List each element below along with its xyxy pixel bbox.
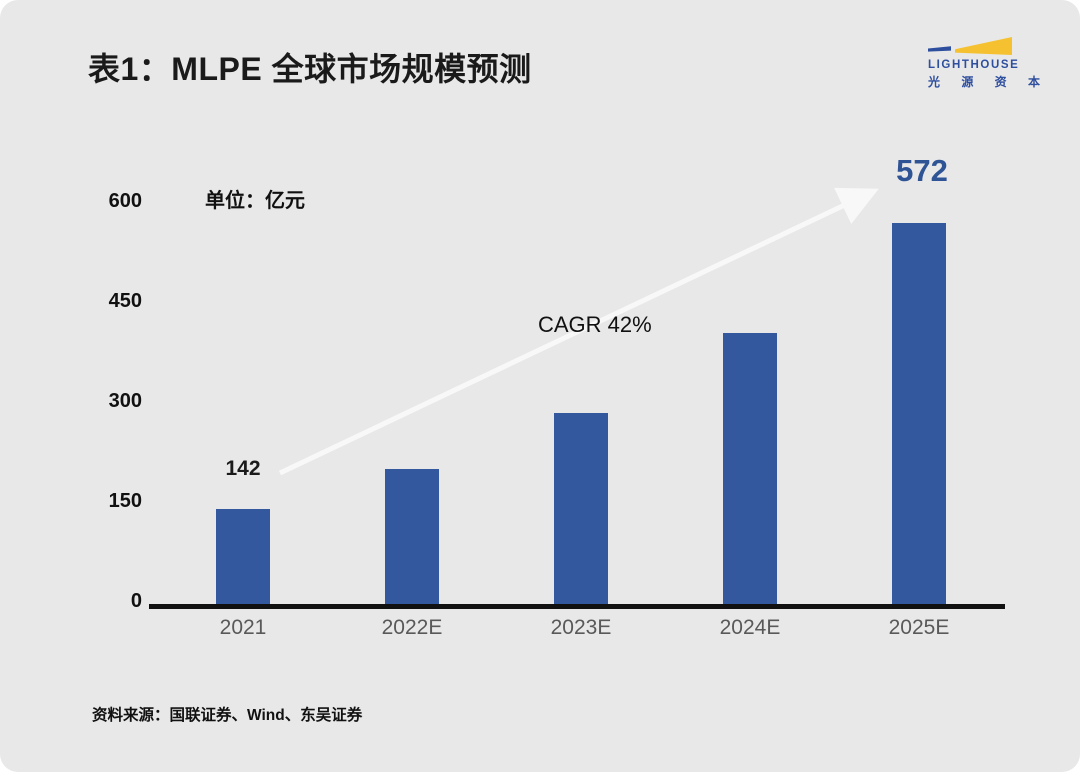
bar-2025E (892, 222, 946, 604)
y-tick-label: 600 (108, 190, 142, 212)
source-note: 资料来源：国联证券、Wind、东吴证券 (92, 707, 363, 724)
bar-2023E (554, 413, 608, 604)
lighthouse-logo: LIGHTHOUSE 光 源 资 本 (928, 36, 1040, 90)
y-tick-label: 0 (130, 590, 142, 612)
logo-wordmark: LIGHTHOUSE (928, 59, 1020, 71)
x-tick-label: 2022E (381, 616, 443, 639)
x-tick-label: 2024E (719, 616, 781, 639)
x-tick-label: 2025E (888, 616, 950, 639)
data-label-2021: 142 (225, 457, 261, 481)
logo-cn-wordmark: 光 源 资 本 (928, 75, 1050, 89)
x-tick-label: 2023E (550, 616, 612, 639)
x-axis-line (149, 604, 1005, 609)
y-tick-label: 150 (108, 490, 142, 512)
cagr-annotation: CAGR 42% (538, 312, 652, 337)
unit-label: 单位：亿元 (205, 190, 305, 212)
y-tick-label: 450 (108, 290, 142, 312)
chart-title: 表1：MLPE 全球市场规模预测 (88, 51, 532, 87)
bar-2021 (216, 509, 270, 604)
bar-2022E (385, 469, 439, 604)
x-tick-label: 2021 (219, 616, 267, 639)
lighthouse-beam-icon (928, 37, 1012, 55)
bar-2024E (723, 333, 777, 604)
data-label-2025E: 572 (896, 152, 948, 188)
y-tick-label: 300 (108, 390, 142, 412)
